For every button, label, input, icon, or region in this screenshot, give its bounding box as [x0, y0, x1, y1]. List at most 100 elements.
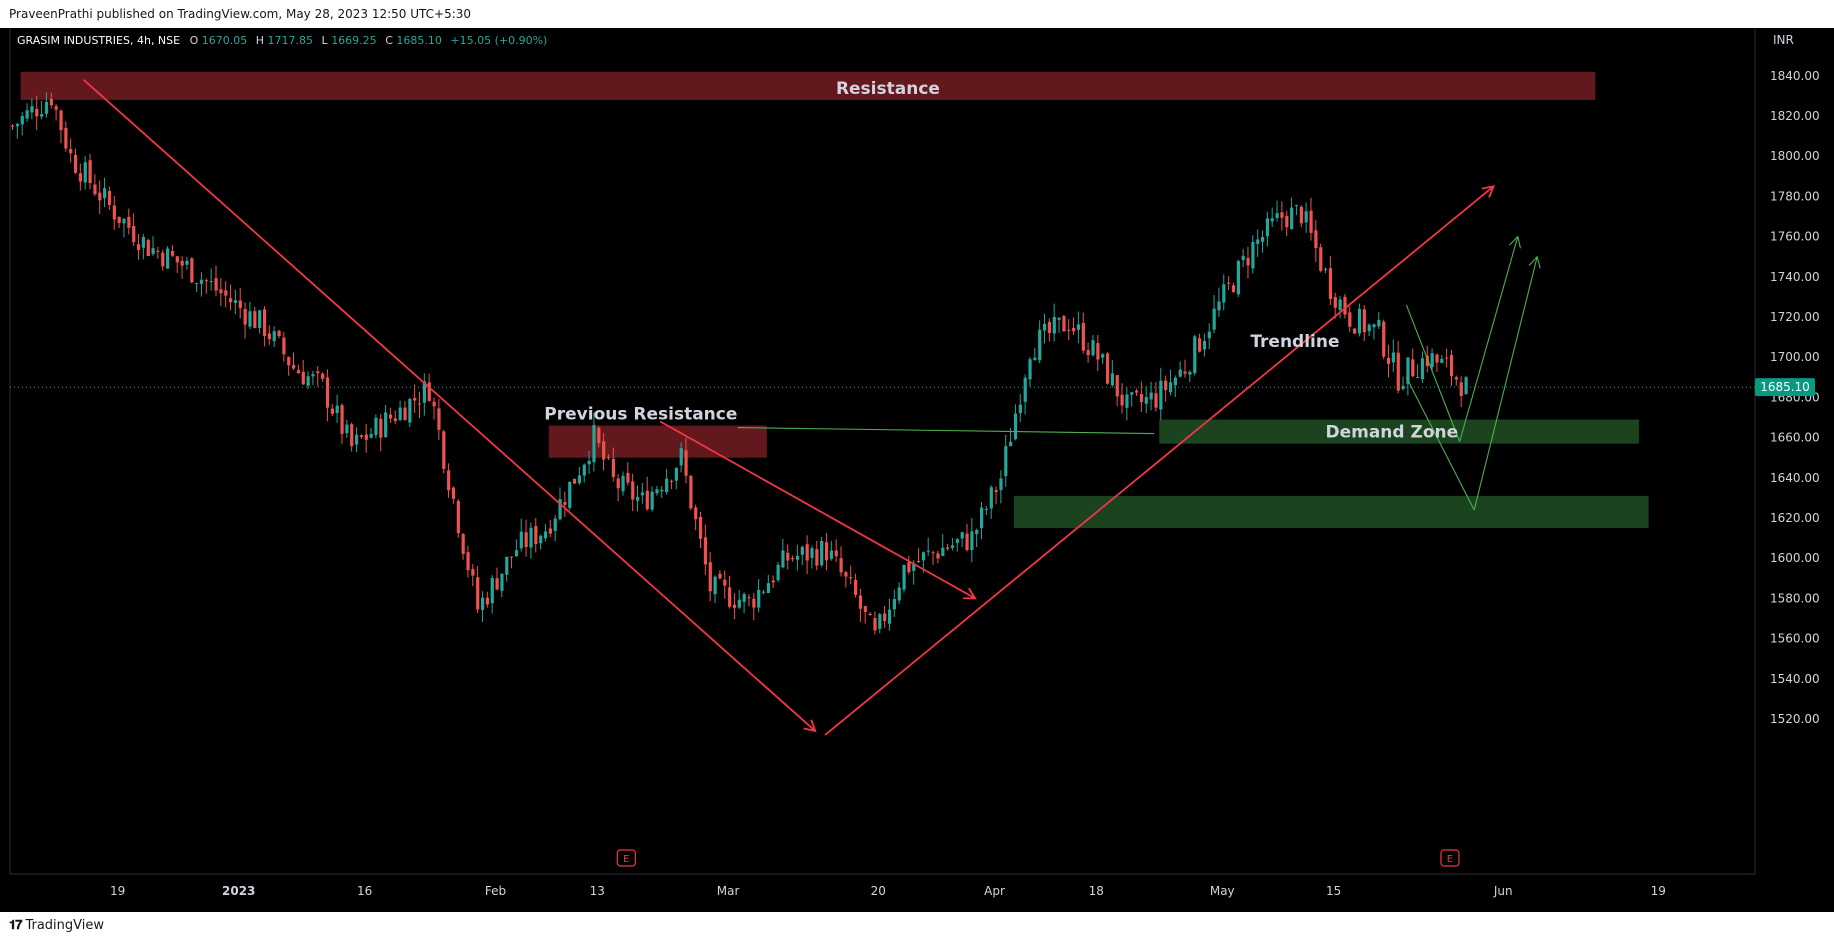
publish-bar: PraveenPrathi published on TradingView.c… — [0, 0, 1834, 28]
candle-down — [214, 278, 218, 291]
candle-up — [141, 237, 146, 248]
demand-zone-lower-zone — [1013, 495, 1649, 529]
candle-up — [761, 591, 766, 593]
candle-down — [510, 556, 514, 558]
candle-down — [1067, 329, 1071, 331]
candle-down — [471, 569, 475, 576]
candle-down — [1435, 354, 1439, 363]
candle-up — [1261, 237, 1265, 242]
candle-up — [1275, 213, 1279, 219]
candle-down — [839, 558, 843, 573]
trendline-green — [1473, 256, 1538, 511]
candle-up — [505, 556, 509, 575]
candle-down — [1231, 285, 1236, 293]
candle-up — [975, 530, 979, 535]
currency-label: INR — [1773, 33, 1794, 47]
time-axis-background — [0, 874, 1834, 912]
price-tick-label: 1760.00 — [1770, 230, 1820, 244]
candle-up — [514, 550, 519, 557]
footer-brand[interactable]: 𝟏𝟕 TradingView — [9, 918, 104, 933]
candles-layer — [11, 92, 1468, 635]
candle-down — [330, 408, 334, 414]
candle-up — [306, 376, 310, 386]
candle-up — [166, 248, 170, 269]
candle-down — [858, 595, 863, 609]
label-resistance: Resistance — [836, 79, 940, 99]
candle-up — [757, 589, 761, 608]
candle-down — [69, 149, 73, 154]
candle-up — [1222, 284, 1226, 303]
candle-up — [1018, 404, 1022, 414]
legend-close-label: C — [385, 34, 393, 47]
candle-down — [64, 127, 68, 149]
candle-down — [844, 572, 848, 577]
time-axis[interactable]: 19 2023 16 Feb 13 Mar 20 Apr 18 May 15 Jun 19 — [110, 884, 1666, 898]
candle-down — [1449, 355, 1454, 377]
price-tick-label: 1620.00 — [1770, 511, 1820, 525]
candle-up — [20, 115, 24, 125]
candle-down — [316, 371, 320, 374]
candle-up — [1416, 377, 1420, 379]
candle-up — [980, 507, 984, 529]
price-tick-label: 1600.00 — [1770, 551, 1820, 565]
candle-down — [98, 192, 102, 201]
candle-down — [442, 431, 446, 469]
candle-down — [883, 613, 887, 622]
candle-down — [747, 597, 751, 599]
candle-down — [35, 108, 39, 117]
candle-down — [524, 532, 528, 548]
candle-up — [1290, 207, 1294, 230]
candle-down — [262, 309, 267, 336]
zones-layer — [20, 71, 1649, 529]
candle-down — [243, 308, 247, 325]
candle-up — [887, 609, 892, 624]
candle-up — [40, 114, 44, 117]
candle-up — [984, 509, 989, 511]
candle-down — [849, 577, 853, 579]
candle-up — [151, 248, 155, 254]
ohlc-legend: GRASIM INDUSTRIES, 4h, NSE O 1670.05 H 1… — [17, 34, 547, 47]
candle-down — [868, 613, 872, 616]
candle-down — [728, 587, 732, 607]
candle-up — [1178, 369, 1182, 377]
candle-up — [989, 487, 993, 509]
candle-up — [999, 478, 1003, 491]
candle-down — [863, 606, 867, 612]
candle-down — [1314, 230, 1318, 249]
chart-svg[interactable]: Trendline Previous Resistance Demand Zone R… — [0, 28, 1834, 912]
earnings-marker-icon — [616, 849, 636, 867]
candle-up — [878, 614, 882, 629]
candle-down — [708, 562, 712, 592]
candle-up — [892, 598, 896, 610]
chart-area[interactable]: Trendline Previous Resistance Demand Zone R… — [0, 28, 1834, 912]
candle-up — [1091, 340, 1095, 356]
candle-down — [253, 311, 257, 328]
plot-background — [0, 28, 1755, 874]
candle-down — [1280, 212, 1284, 218]
candle-up — [1207, 331, 1211, 339]
resistance-zone — [20, 71, 1596, 100]
candle-down — [78, 173, 83, 182]
candle-down — [107, 191, 112, 205]
candle-up — [674, 468, 678, 481]
candle-down — [1328, 268, 1333, 300]
candle-up — [422, 381, 427, 403]
price-tick-label: 1540.00 — [1770, 672, 1820, 686]
candle-up — [209, 281, 213, 283]
candle-down — [301, 371, 305, 385]
candle-down — [548, 528, 552, 534]
candle-down — [93, 184, 97, 195]
candle-down — [59, 110, 63, 131]
price-tick-label: 1700.00 — [1770, 350, 1820, 364]
candle-up — [795, 555, 800, 560]
label-trendline: Trendline — [1250, 332, 1339, 352]
candle-up — [258, 310, 262, 328]
candle-up — [1038, 329, 1042, 361]
candle-up — [1372, 324, 1376, 328]
trendline-green — [1459, 236, 1519, 442]
candle-down — [466, 552, 470, 571]
candle-up — [1401, 385, 1405, 389]
candle-down — [461, 534, 465, 555]
candle-down — [917, 561, 921, 563]
